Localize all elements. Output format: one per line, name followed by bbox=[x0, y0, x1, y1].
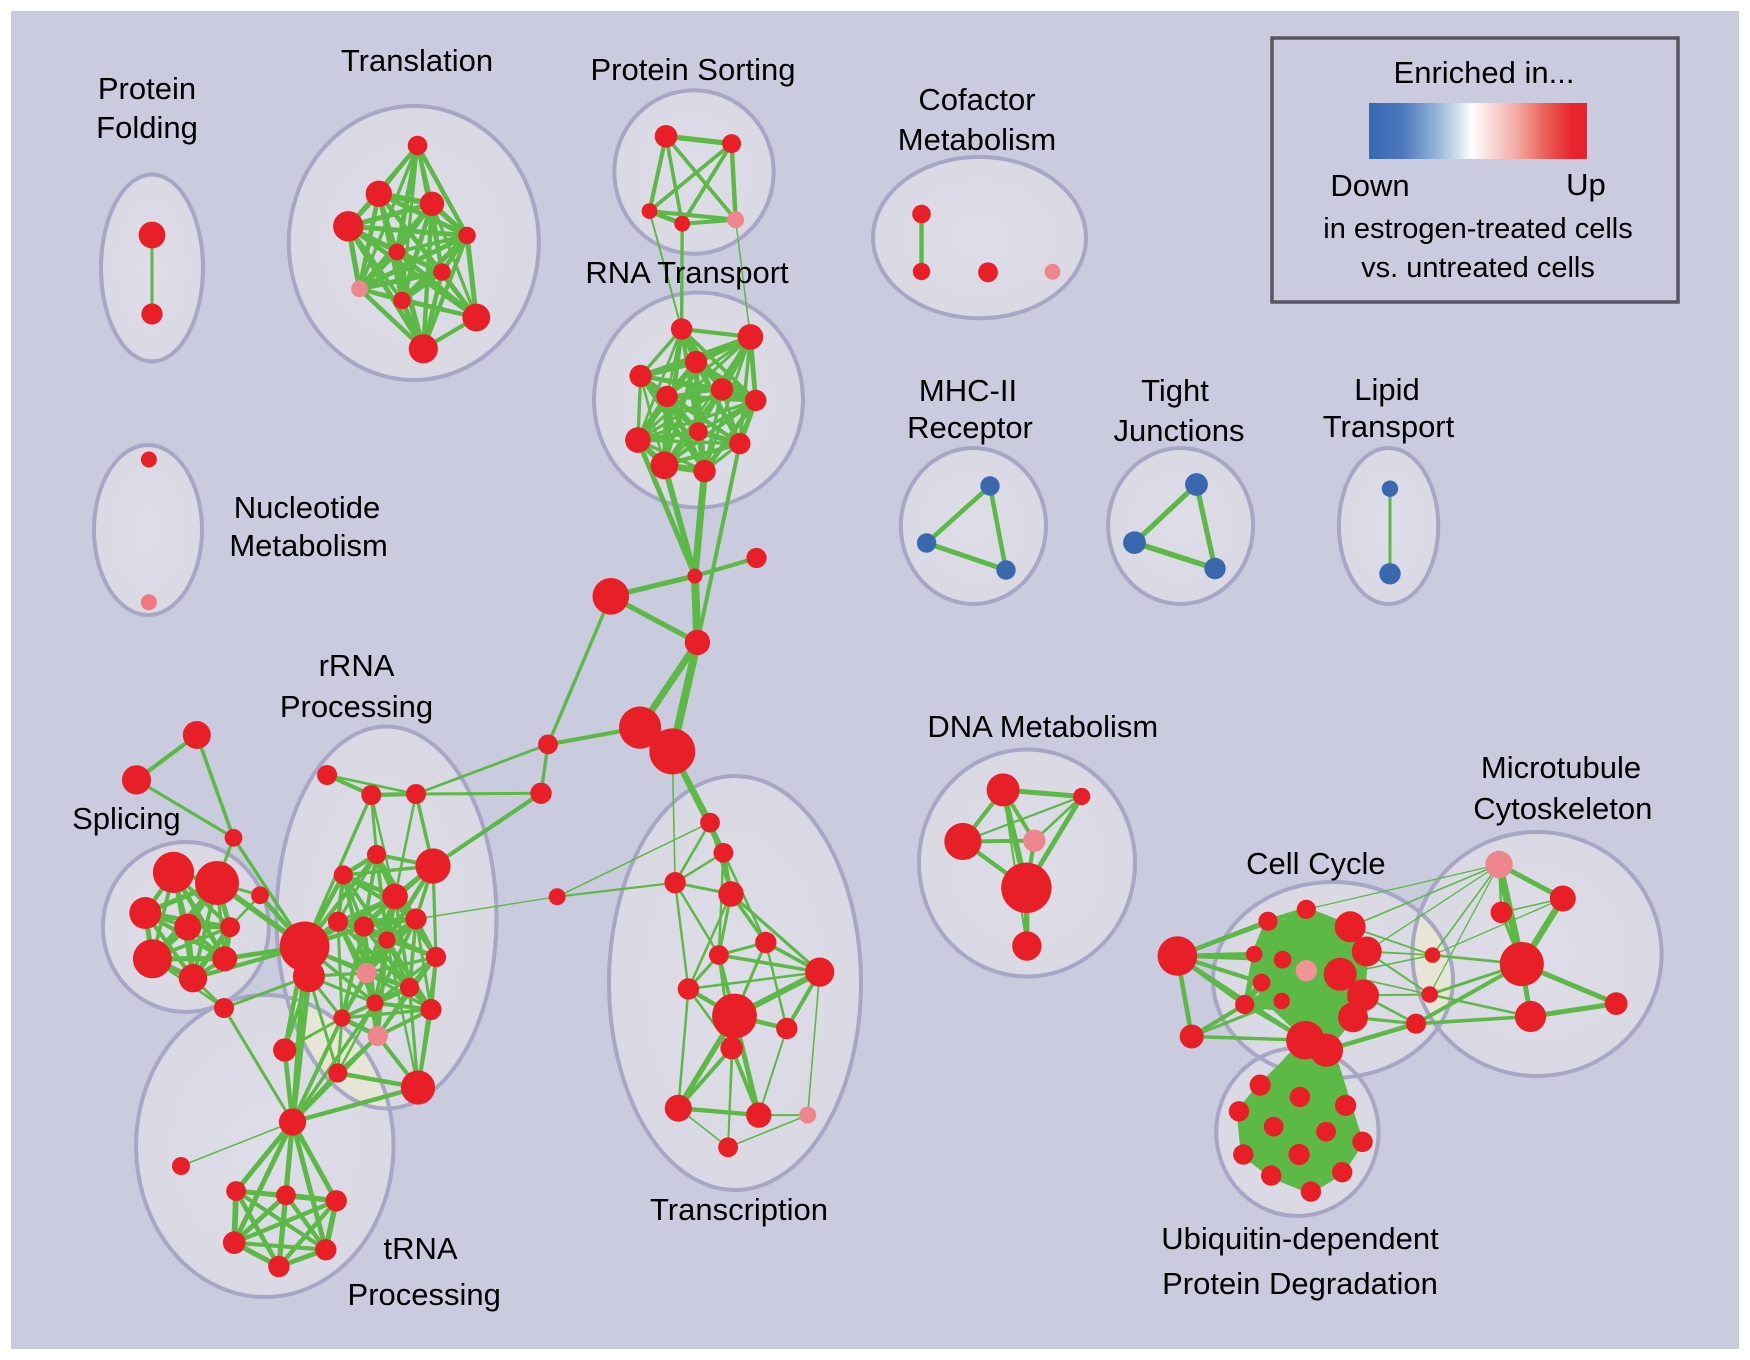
svg-text:Microtubule: Microtubule bbox=[1481, 750, 1641, 785]
svg-text:Protein Sorting: Protein Sorting bbox=[590, 52, 795, 87]
svg-text:Protein Degradation: Protein Degradation bbox=[1162, 1266, 1438, 1301]
svg-text:Ubiquitin-dependent: Ubiquitin-dependent bbox=[1161, 1221, 1439, 1256]
svg-text:Nucleotide: Nucleotide bbox=[234, 490, 380, 525]
svg-text:Receptor: Receptor bbox=[907, 410, 1033, 445]
svg-text:Processing: Processing bbox=[280, 689, 433, 724]
svg-text:Protein: Protein bbox=[98, 71, 196, 106]
svg-text:Down: Down bbox=[1330, 168, 1409, 203]
svg-text:DNA Metabolism: DNA Metabolism bbox=[927, 709, 1158, 744]
svg-text:rRNA: rRNA bbox=[319, 648, 395, 683]
svg-text:Cytoskeleton: Cytoskeleton bbox=[1473, 791, 1652, 826]
svg-text:Junctions: Junctions bbox=[1114, 413, 1245, 448]
svg-text:Enriched in...: Enriched in... bbox=[1394, 55, 1575, 90]
svg-text:vs. untreated cells: vs. untreated cells bbox=[1361, 252, 1595, 284]
svg-text:MHC-II: MHC-II bbox=[919, 373, 1017, 408]
svg-text:Tight: Tight bbox=[1141, 373, 1209, 408]
svg-text:Processing: Processing bbox=[348, 1277, 501, 1312]
svg-text:Splicing: Splicing bbox=[72, 801, 181, 836]
svg-text:Metabolism: Metabolism bbox=[229, 528, 388, 563]
svg-text:Up: Up bbox=[1566, 167, 1606, 202]
svg-text:Transcription: Transcription bbox=[650, 1192, 828, 1227]
svg-text:RNA Transport: RNA Transport bbox=[585, 255, 789, 290]
svg-text:Lipid: Lipid bbox=[1354, 372, 1420, 407]
svg-text:Folding: Folding bbox=[96, 110, 198, 145]
svg-text:Metabolism: Metabolism bbox=[898, 122, 1057, 157]
svg-text:in estrogen-treated cells: in estrogen-treated cells bbox=[1323, 213, 1633, 245]
svg-text:tRNA: tRNA bbox=[384, 1231, 458, 1266]
svg-text:Cofactor: Cofactor bbox=[918, 82, 1035, 117]
svg-text:Transport: Transport bbox=[1323, 409, 1455, 444]
svg-text:Translation: Translation bbox=[341, 43, 493, 78]
svg-text:Cell Cycle: Cell Cycle bbox=[1246, 846, 1386, 881]
